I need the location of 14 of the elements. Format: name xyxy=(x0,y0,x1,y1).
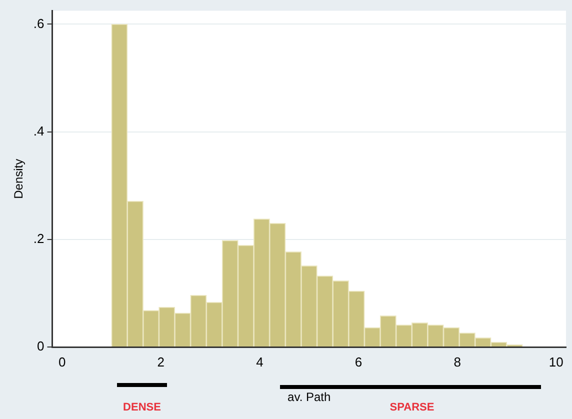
y-tick-label: .4 xyxy=(33,123,44,138)
text: SPARSE xyxy=(390,402,434,414)
x-axis-title: av. Path xyxy=(288,390,331,404)
x-tick-label: 4 xyxy=(256,354,264,370)
y-axis-title: Density xyxy=(12,158,26,199)
x-tick-label: 6 xyxy=(354,354,362,370)
y-tick-label: .2 xyxy=(33,230,44,246)
x-tick-label: 0 xyxy=(58,354,66,370)
x-tick-label: 10 xyxy=(548,354,564,370)
text: DENSE xyxy=(123,402,161,414)
x-tick-label: 8 xyxy=(454,354,461,370)
y-tick-label: 0 xyxy=(37,338,44,354)
y-tick-label: .6 xyxy=(33,16,44,31)
x-tick-label: 2 xyxy=(157,354,165,370)
